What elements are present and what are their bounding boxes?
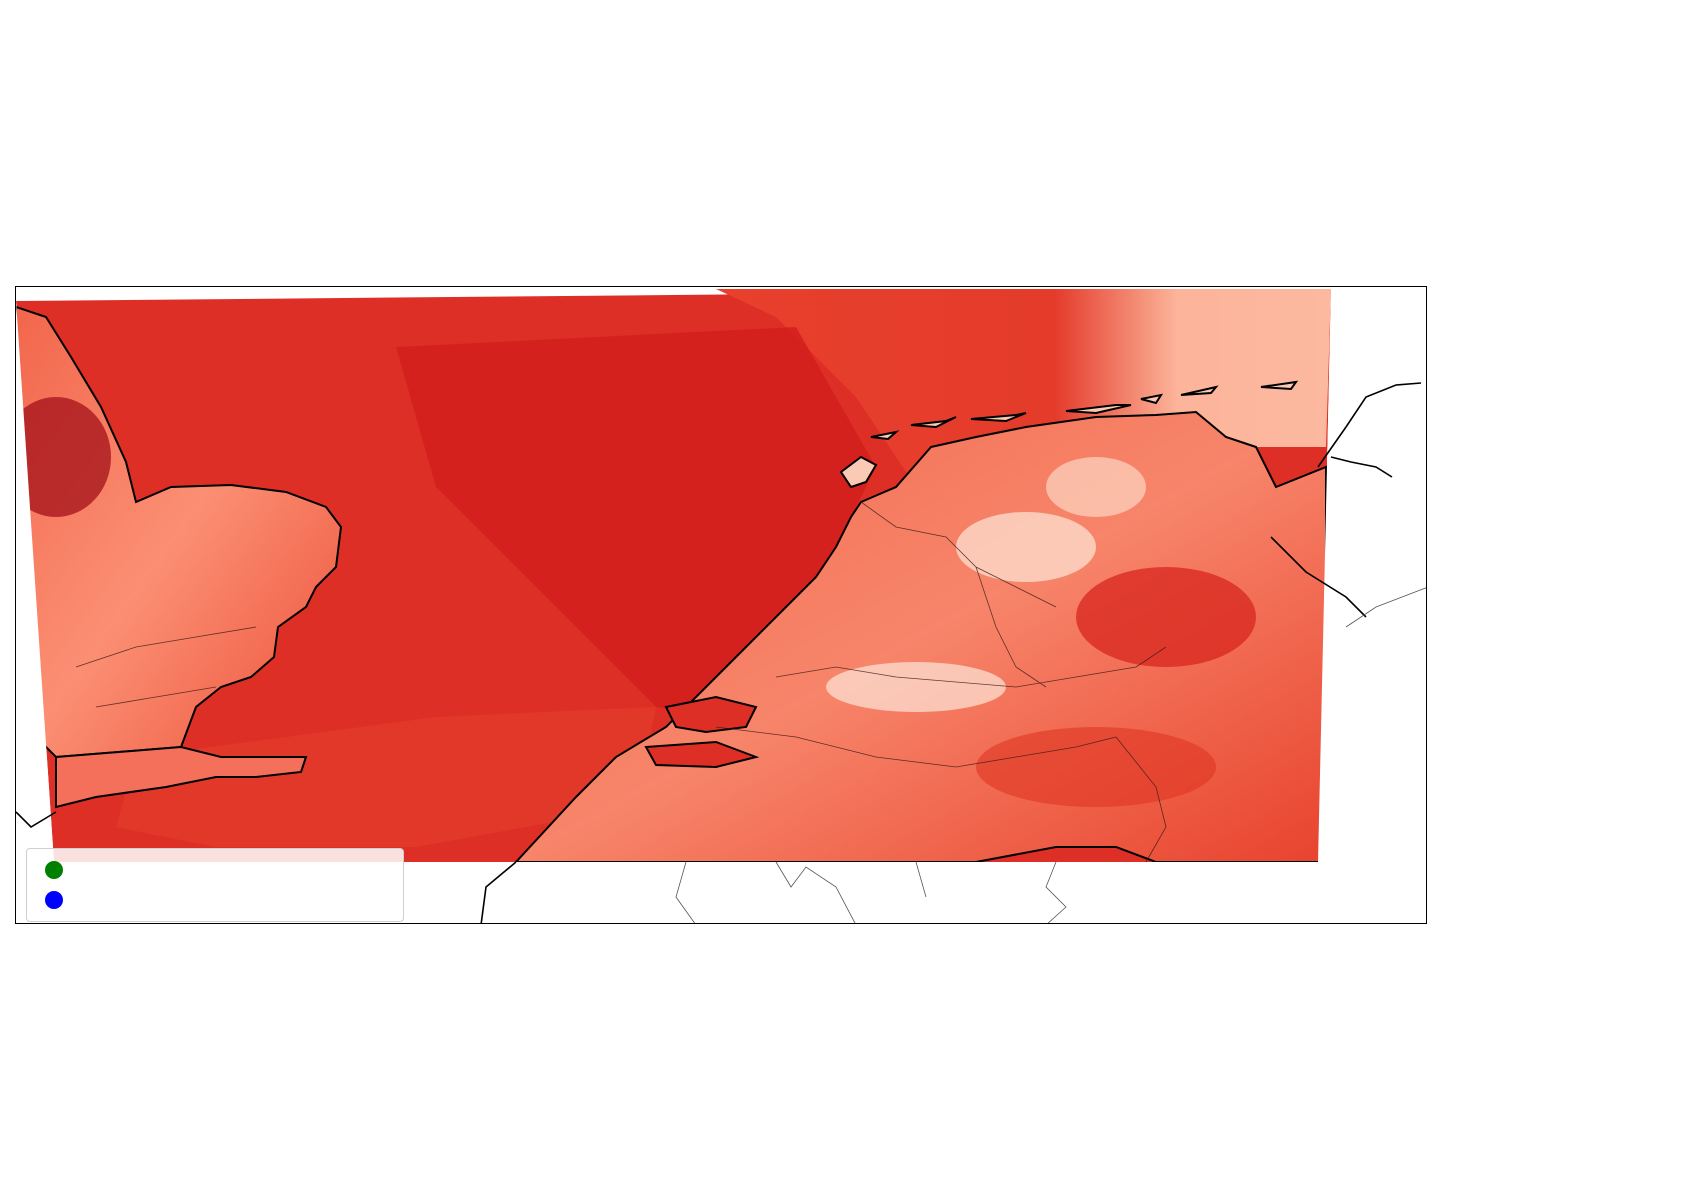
green-dot-icon xyxy=(45,861,63,879)
outside-domain-west xyxy=(16,301,54,862)
land-light-patch-1 xyxy=(956,512,1096,582)
coastline-outside xyxy=(16,382,1422,923)
blue-dot-icon xyxy=(45,891,63,909)
land-dark-patch-2 xyxy=(976,727,1216,807)
moist-core xyxy=(396,327,876,717)
colorbar-label xyxy=(1534,610,1564,640)
internal-borders xyxy=(75,501,1167,863)
south-england xyxy=(55,745,308,809)
wadden-islands xyxy=(839,380,1299,489)
map-panel[interactable] xyxy=(15,286,1427,924)
zeeland-estuaries xyxy=(644,695,760,769)
land-light-patch-3 xyxy=(1046,457,1146,517)
map-legend xyxy=(26,848,404,922)
map-canvas xyxy=(16,289,1426,923)
land-dark-patch-1 xyxy=(1076,567,1256,667)
land-light-patch-2 xyxy=(826,662,1006,712)
legend-entry-voorschoten xyxy=(45,855,89,885)
borders-outside xyxy=(675,587,1426,923)
legend-entry-goeree xyxy=(45,885,89,915)
outside-domain-east xyxy=(1318,289,1426,862)
moist-spot-uk xyxy=(16,397,111,517)
channel-band xyxy=(116,707,656,847)
